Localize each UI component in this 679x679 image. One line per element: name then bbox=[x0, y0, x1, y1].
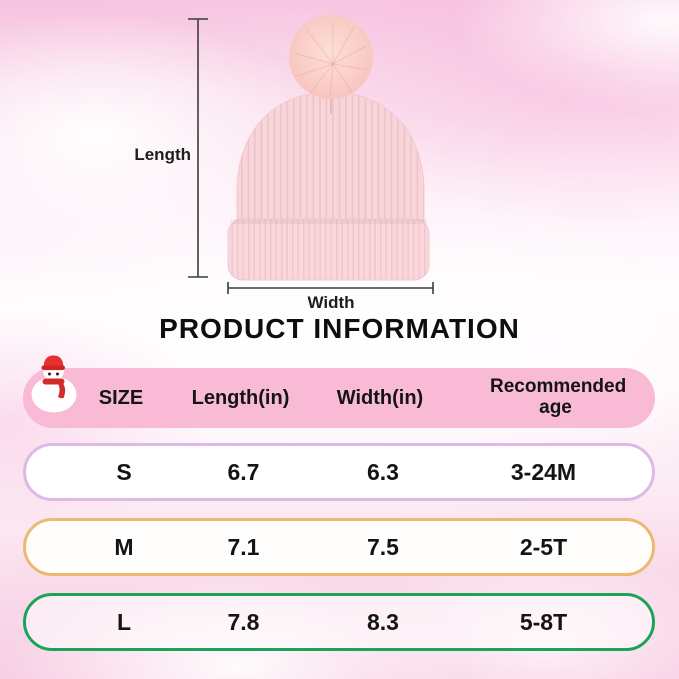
beanie-hat-illustration: Length Width bbox=[134, 15, 434, 312]
width-measure-line bbox=[227, 282, 434, 294]
length-label: Length bbox=[134, 145, 191, 164]
length-value: 7.1 bbox=[227, 533, 260, 560]
width-label: Width bbox=[307, 293, 354, 312]
size-value: S bbox=[116, 458, 132, 485]
column-header-age: Recommended age bbox=[490, 376, 627, 418]
size-value: M bbox=[114, 533, 134, 560]
cuff-fold-shadow bbox=[230, 219, 427, 224]
pom-pom-texture bbox=[293, 22, 369, 98]
width-value: 6.3 bbox=[367, 458, 399, 485]
width-value: 7.5 bbox=[367, 533, 399, 560]
column-header-size: SIZE bbox=[98, 386, 144, 409]
column-header-width: Width(in) bbox=[336, 386, 424, 409]
length-value: 7.8 bbox=[227, 608, 260, 635]
page-title: PRODUCT INFORMATION bbox=[159, 313, 520, 344]
table-header-row: SIZE Length(in) Width(in) Recommended ag… bbox=[23, 355, 655, 428]
length-value: 6.7 bbox=[227, 458, 260, 485]
size-value: L bbox=[116, 608, 132, 635]
age-value: 5-8T bbox=[519, 608, 568, 635]
width-value: 8.3 bbox=[367, 608, 399, 635]
column-header-length: Length(in) bbox=[191, 386, 290, 409]
age-value: 3-24M bbox=[510, 458, 577, 485]
length-measure-line bbox=[188, 18, 208, 278]
age-value: 2-5T bbox=[519, 533, 568, 560]
size-table: SIZE Length(in) Width(in) Recommended ag… bbox=[23, 355, 655, 651]
snowman-icon bbox=[31, 355, 77, 413]
size-row-l: L 7.8 8.3 5-8T bbox=[23, 593, 655, 651]
pom-pom bbox=[289, 15, 373, 99]
size-row-m: M 7.1 7.5 2-5T bbox=[23, 518, 655, 576]
hat-cuff bbox=[227, 218, 430, 281]
size-row-s: S 6.7 6.3 3-24M bbox=[23, 443, 655, 501]
